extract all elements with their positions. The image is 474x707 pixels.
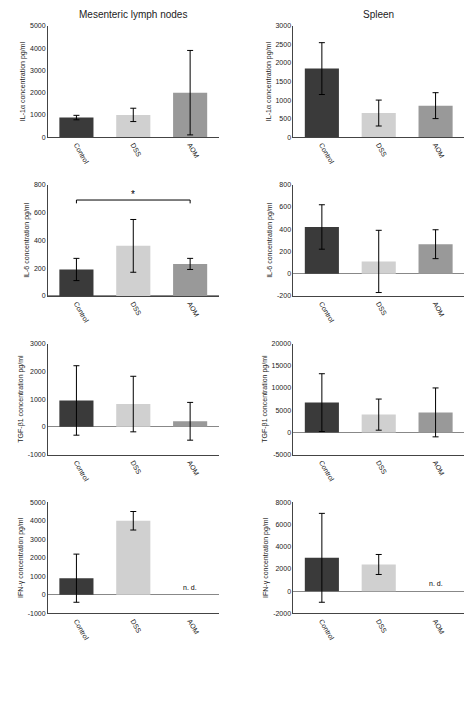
svg-text:5000: 5000 [275, 407, 291, 414]
svg-text:DSS: DSS [129, 618, 142, 634]
svg-text:1500: 1500 [275, 78, 291, 85]
svg-text:1000: 1000 [30, 396, 46, 403]
svg-text:3000: 3000 [30, 67, 46, 74]
svg-text:200: 200 [34, 265, 46, 272]
svg-text:2000: 2000 [275, 565, 291, 572]
svg-text:AOM: AOM [186, 142, 200, 159]
svg-text:Control: Control [318, 301, 336, 324]
svg-text:2500: 2500 [275, 41, 291, 48]
svg-text:8000: 8000 [275, 499, 291, 506]
svg-text:400: 400 [34, 237, 46, 244]
svg-text:AOM: AOM [186, 459, 200, 476]
svg-text:15000: 15000 [272, 362, 292, 369]
svg-text:4000: 4000 [30, 517, 46, 524]
svg-text:DSS: DSS [129, 459, 142, 475]
svg-text:TGF-β1 concentration pg/ml: TGF-β1 concentration pg/ml [261, 355, 269, 443]
svg-text:Mesenteric lymph nodes: Mesenteric lymph nodes [79, 9, 187, 20]
svg-text:0: 0 [287, 270, 291, 277]
svg-text:TGF-β1 concentration pg/ml: TGF-β1 concentration pg/ml [17, 355, 25, 443]
svg-text:Control: Control [318, 618, 336, 641]
svg-text:IFN-γ concentration pg/ml: IFN-γ concentration pg/ml [262, 517, 270, 598]
svg-text:IL-1α concentration pg/ml: IL-1α concentration pg/ml [19, 42, 27, 122]
svg-text:5000: 5000 [30, 22, 46, 29]
svg-text:0: 0 [42, 591, 46, 598]
svg-text:DSS: DSS [375, 142, 388, 158]
svg-text:Control: Control [73, 301, 91, 324]
svg-text:400: 400 [279, 226, 291, 233]
svg-text:600: 600 [279, 203, 291, 210]
svg-text:0: 0 [42, 423, 46, 430]
svg-text:AOM: AOM [432, 618, 446, 635]
svg-text:500: 500 [279, 115, 291, 122]
svg-text:0: 0 [42, 292, 46, 299]
svg-text:Spleen: Spleen [363, 9, 394, 20]
svg-text:1000: 1000 [275, 97, 291, 104]
svg-text:3000: 3000 [30, 536, 46, 543]
svg-text:800: 800 [279, 181, 291, 188]
svg-text:DSS: DSS [375, 618, 388, 634]
svg-text:0: 0 [42, 134, 46, 141]
svg-text:Control: Control [73, 618, 91, 641]
svg-text:-200: -200 [277, 292, 291, 299]
svg-text:600: 600 [34, 209, 46, 216]
svg-text:-2000: -2000 [273, 610, 291, 617]
svg-text:*: * [131, 189, 135, 200]
svg-text:AOM: AOM [432, 301, 446, 318]
svg-text:1000: 1000 [30, 111, 46, 118]
svg-text:3000: 3000 [275, 22, 291, 29]
svg-text:IL-6 concentration pg/ml: IL-6 concentration pg/ml [266, 202, 274, 278]
svg-text:AOM: AOM [186, 618, 200, 635]
svg-text:IL-1α concentration pg/ml: IL-1α concentration pg/ml [265, 42, 273, 122]
svg-text:2000: 2000 [30, 368, 46, 375]
svg-text:n. d.: n. d. [429, 580, 443, 587]
svg-text:1000: 1000 [30, 573, 46, 580]
svg-text:Control: Control [318, 459, 336, 482]
svg-text:AOM: AOM [186, 301, 200, 318]
svg-text:5000: 5000 [30, 499, 46, 506]
svg-text:-5000: -5000 [273, 451, 291, 458]
svg-text:Control: Control [318, 142, 336, 165]
svg-text:4000: 4000 [30, 45, 46, 52]
svg-text:Control: Control [73, 142, 91, 165]
svg-text:IFN-γ concentration pg/ml: IFN-γ concentration pg/ml [17, 517, 25, 598]
svg-text:DSS: DSS [129, 142, 142, 158]
svg-text:-1000: -1000 [28, 451, 46, 458]
svg-text:2000: 2000 [30, 89, 46, 96]
svg-text:DSS: DSS [129, 301, 142, 317]
svg-text:DSS: DSS [375, 459, 388, 475]
svg-text:Control: Control [73, 459, 91, 482]
svg-text:2000: 2000 [30, 554, 46, 561]
svg-text:0: 0 [287, 588, 291, 595]
svg-text:DSS: DSS [375, 301, 388, 317]
svg-text:10000: 10000 [272, 384, 292, 391]
svg-text:0: 0 [287, 429, 291, 436]
svg-text:20000: 20000 [272, 340, 292, 347]
svg-text:n. d.: n. d. [183, 584, 197, 591]
svg-text:200: 200 [279, 248, 291, 255]
svg-text:-1000: -1000 [28, 610, 46, 617]
svg-text:2000: 2000 [275, 59, 291, 66]
svg-text:AOM: AOM [432, 142, 446, 159]
svg-text:4000: 4000 [275, 543, 291, 550]
svg-text:3000: 3000 [30, 340, 46, 347]
svg-text:AOM: AOM [432, 459, 446, 476]
svg-text:IL-6 concentration pg/ml: IL-6 concentration pg/ml [23, 202, 31, 278]
svg-text:6000: 6000 [275, 521, 291, 528]
svg-text:0: 0 [287, 134, 291, 141]
svg-text:800: 800 [34, 181, 46, 188]
